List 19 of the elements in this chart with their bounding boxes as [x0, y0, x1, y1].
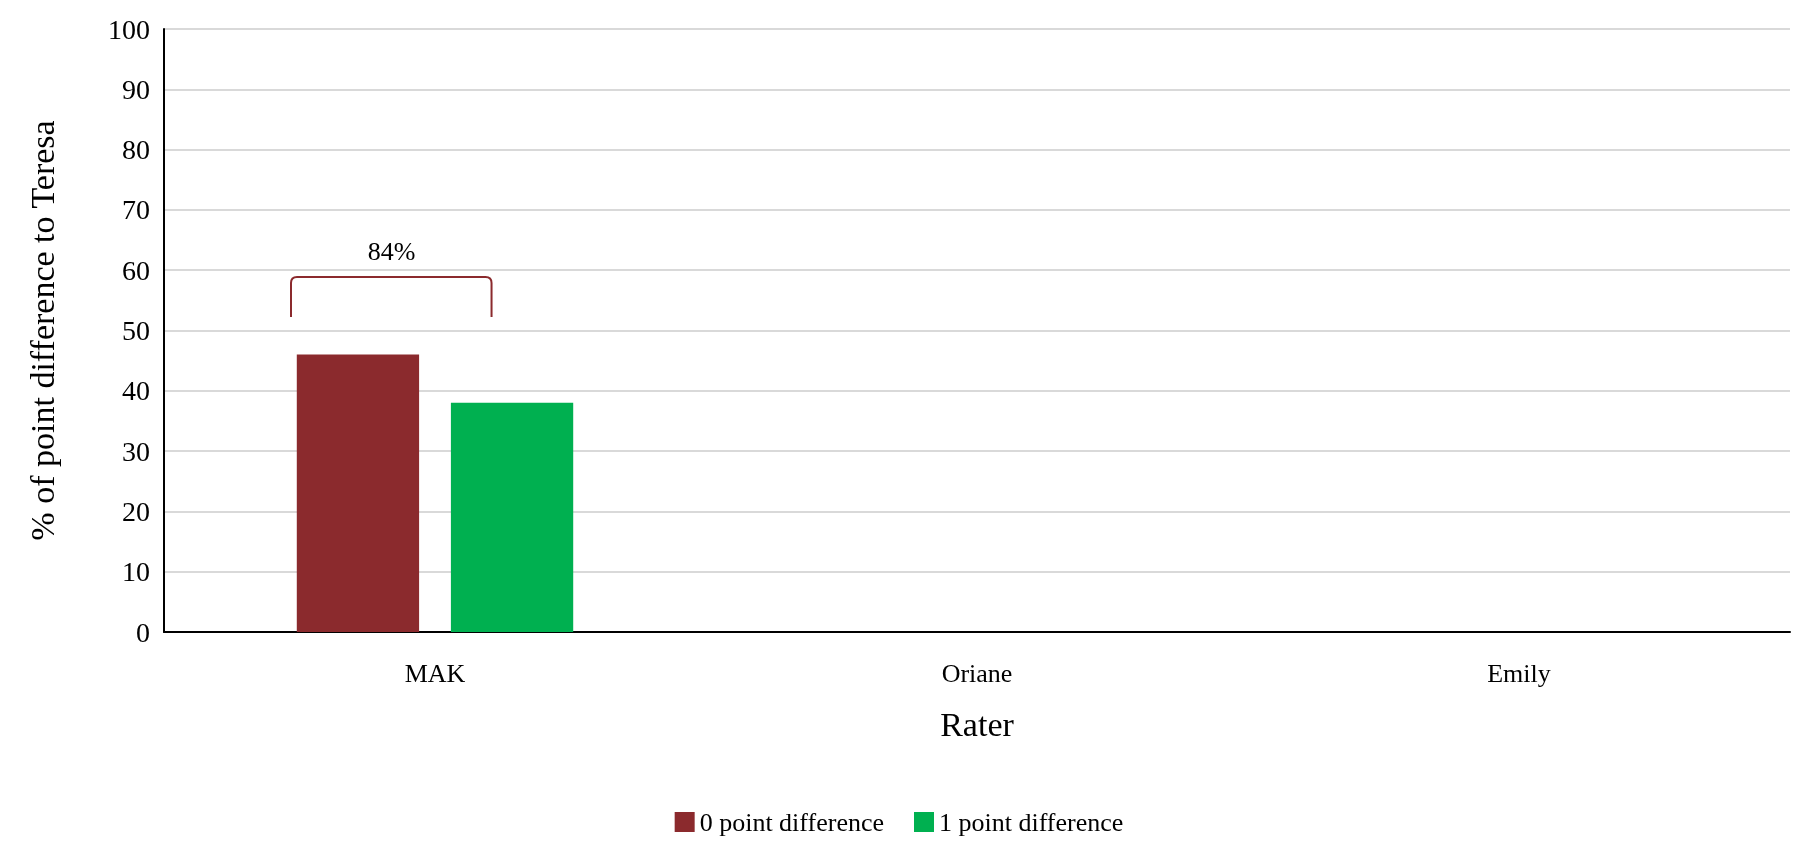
legend-label: 0 point difference	[699, 807, 885, 837]
y-tick-label: 0	[136, 616, 150, 648]
x-axis-title: Rater	[940, 705, 1015, 743]
y-tick-label: 100	[108, 13, 150, 45]
y-axis-title: % of point difference to Teresa	[23, 120, 61, 541]
y-tick-label: 30	[122, 435, 150, 467]
x-tick-label: Emily	[1487, 658, 1551, 688]
y-tick-label: 40	[122, 375, 150, 407]
y-tick-label: 50	[122, 315, 150, 346]
y-tick-label: 80	[122, 134, 150, 166]
x-tick-label: Oriane	[941, 658, 1013, 688]
x-tick-label: MAK	[404, 658, 466, 688]
y-tick-label: 20	[122, 495, 150, 527]
y-tick-label: 60	[122, 254, 150, 286]
annotation: 84%	[367, 236, 416, 267]
y-tick-label: 10	[122, 556, 150, 588]
y-tick-label: 70	[122, 194, 150, 226]
legend-label: 1 point difference	[939, 807, 1124, 837]
y-tick-label: 90	[122, 73, 150, 105]
